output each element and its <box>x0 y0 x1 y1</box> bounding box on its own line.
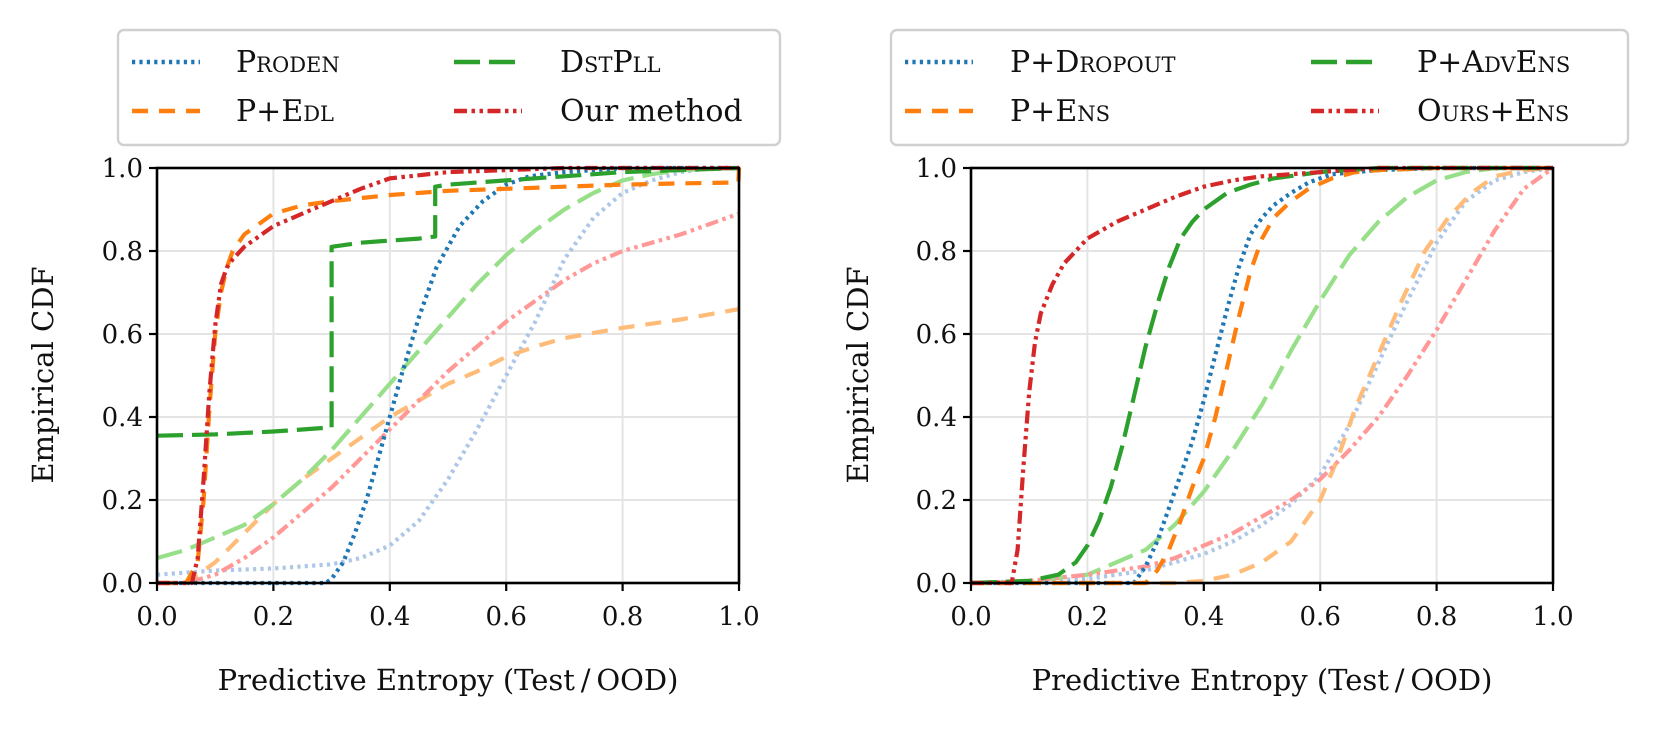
series-line-p-edl-ood <box>157 307 740 586</box>
series-line-ours-ens-ood <box>970 166 1555 586</box>
left-xtick-label: 0.8 <box>602 602 643 632</box>
right-chart-panel: 0.0 0.2 0.4 0.6 0.8 1.0 0.0 0.2 0.4 0.6 0.8 1.0 Pre… <box>841 28 1630 697</box>
right-ytick-label: 0.0 <box>916 569 957 599</box>
legend-label-dstpll: DstPll <box>560 45 661 80</box>
right-xtick-label: 0.0 <box>950 602 991 632</box>
right-xlabel: Predictive Entropy (Test / OOD) <box>1032 663 1493 697</box>
series-line-p-dropout-test <box>971 165 1553 586</box>
right-ytick-label: 0.6 <box>916 320 957 350</box>
right-xtick-label: 1.0 <box>1532 602 1573 632</box>
left-ytick-label: 0.8 <box>102 237 143 267</box>
series-line-dstpll-ood <box>156 165 740 561</box>
left-grid <box>156 167 740 584</box>
legend-label-p-dropout: P+Dropout <box>1010 45 1175 80</box>
right-legend-box <box>889 28 1630 147</box>
series-line-our-method-test <box>157 165 739 586</box>
right-legend: P+Dropout P+Ens P+AdvEns Ours+Ens <box>889 28 1630 147</box>
left-legend-box <box>116 28 782 147</box>
series-line-our-method-ood <box>157 211 740 586</box>
left-plot-frame <box>155 166 741 585</box>
left-ytick-label: 0.6 <box>102 320 143 350</box>
left-ylabel: Empirical CDF <box>26 266 60 483</box>
left-xtick-label: 0.6 <box>486 602 527 632</box>
left-xtick-label: 0.2 <box>253 602 294 632</box>
legend-label-p-advens: P+AdvEns <box>1417 45 1570 80</box>
right-ylabel: Empirical CDF <box>841 266 875 483</box>
right-plot-frame <box>969 166 1555 585</box>
left-xtick-label: 0.0 <box>136 602 177 632</box>
right-ytick-label: 0.8 <box>916 237 957 267</box>
left-ytick-label: 0.2 <box>102 486 143 516</box>
left-series-lines <box>156 165 742 586</box>
left-ticks: 0.0 0.2 0.4 0.6 0.8 1.0 0.0 0.2 0.4 0.6 0.8 1.0 <box>102 154 760 632</box>
right-xtick-label: 0.8 <box>1416 602 1457 632</box>
legend-label-proden: Proden <box>236 45 340 80</box>
left-ytick-label: 1.0 <box>102 154 143 184</box>
left-xtick-label: 0.4 <box>369 602 410 632</box>
series-line-p-advens-ood <box>970 165 1553 586</box>
series-line-proden-test <box>157 165 739 586</box>
left-ytick-label: 0.0 <box>102 569 143 599</box>
legend-label-our-method: Our method <box>560 94 743 129</box>
legend-label-p-ens: P+Ens <box>1010 94 1110 129</box>
series-line-ours-ens-test <box>971 165 1553 586</box>
right-ytick-label: 0.4 <box>916 403 957 433</box>
legend-label-ours-ens: Ours+Ens <box>1417 94 1569 129</box>
series-line-p-ens-test <box>971 165 1553 586</box>
legend-label-p-edl: P+Edl <box>236 94 334 129</box>
left-legend: Proden P+Edl DstPll Our method <box>116 28 782 147</box>
right-xtick-label: 0.6 <box>1300 602 1341 632</box>
left-xtick-label: 1.0 <box>718 602 759 632</box>
left-chart-panel: 0.0 0.2 0.4 0.6 0.8 1.0 0.0 0.2 0.4 0.6 0.8 1.0 Pre… <box>26 28 782 697</box>
left-xlabel: Predictive Entropy (Test / OOD) <box>218 663 679 697</box>
right-ytick-label: 0.2 <box>916 486 957 516</box>
right-ticks: 0.0 0.2 0.4 0.6 0.8 1.0 0.0 0.2 0.4 0.6 0.8 1.0 <box>916 154 1574 632</box>
series-line-p-advens-test <box>970 165 1553 586</box>
right-ytick-label: 1.0 <box>916 154 957 184</box>
series-line-p-ens-ood <box>971 165 1554 586</box>
series-line-p-edl-test <box>157 167 742 586</box>
left-ytick-label: 0.4 <box>102 403 143 433</box>
right-xtick-label: 0.2 <box>1067 602 1108 632</box>
right-series-lines <box>970 165 1555 586</box>
right-grid <box>970 167 1554 584</box>
right-xtick-label: 0.4 <box>1183 602 1224 632</box>
series-line-dstpll-test <box>156 165 740 438</box>
series-line-p-dropout-ood <box>970 165 1554 586</box>
